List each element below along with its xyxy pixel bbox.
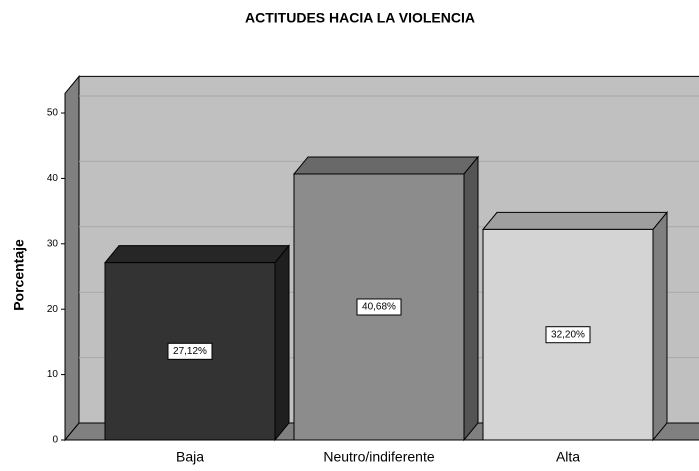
bar-top: [292, 156, 480, 175]
x-tick-label: Alta: [556, 449, 580, 465]
chart-title: ACTITUDES HACIA LA VIOLENCIA: [245, 10, 475, 26]
value-label-box: [167, 342, 213, 360]
left-wall: [64, 75, 80, 442]
value-label-box: [356, 298, 402, 316]
y-tick-label: 0: [52, 435, 58, 446]
y-tick-label: 20: [47, 304, 59, 315]
bar-side: [463, 155, 479, 442]
bar-top: [481, 211, 669, 230]
value-label-box: [545, 326, 591, 344]
x-tick-label: Neutro/indiferente: [323, 449, 435, 465]
x-tick-label: Baja: [176, 449, 204, 465]
bar-side: [652, 211, 668, 442]
bar-side: [274, 244, 290, 442]
value-label: 40,68%: [362, 302, 396, 313]
y-tick-label: 30: [47, 238, 59, 249]
value-label: 27,12%: [173, 346, 207, 357]
y-axis-label: Porcentaje: [11, 239, 27, 311]
y-tick-label: 40: [47, 173, 59, 184]
y-tick-label: 10: [47, 369, 59, 380]
value-label: 32,20%: [551, 329, 585, 340]
bar-top: [103, 245, 291, 264]
y-tick-label: 50: [47, 108, 59, 119]
